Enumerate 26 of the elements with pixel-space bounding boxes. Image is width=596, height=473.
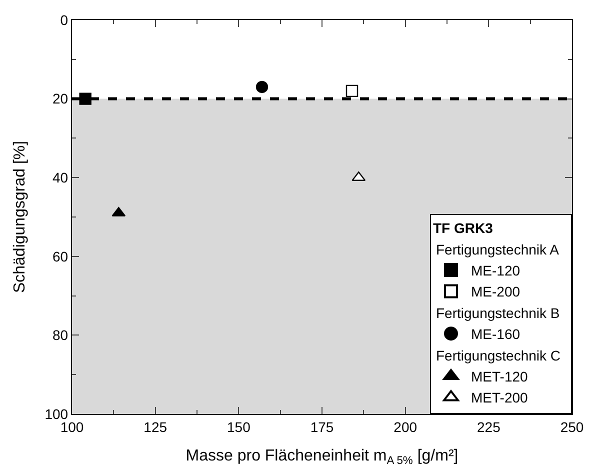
point (256, 80, 268, 94)
x-axis-title: Masse pro Flächeneinheit m$_{A 5%}$ [g/m²] (186, 448, 458, 467)
legend-label: MET-120 (471, 368, 528, 384)
x-tick-label: 250 (560, 418, 584, 435)
legend-label: MET-200 (471, 390, 528, 406)
legend-label: ME-120 (471, 262, 520, 278)
legend-title: TF GRK3 (433, 220, 494, 236)
y-tick-label: 20 (52, 90, 68, 107)
y-tick-label: 100 (44, 406, 68, 422)
y-tick-label: 0 (60, 12, 68, 28)
annotation: Fertigungstechnik A (436, 241, 560, 258)
legend-label: ME-200 (471, 284, 520, 300)
x-tick-label: 225 (476, 418, 501, 435)
point (346, 84, 358, 98)
y-axis-title: Schädigungsgrad [%] (12, 140, 29, 294)
annotation: Fertigungstechnik C (436, 347, 561, 364)
x-tick-label: 200 (394, 418, 418, 435)
x-tick-label: 125 (144, 418, 168, 435)
y-tick-label: 40 (52, 170, 68, 186)
legend-label: ME-160 (471, 326, 520, 342)
x-tick-label: 175 (310, 418, 334, 435)
y-tick-label: 60 (52, 248, 68, 264)
y-tick-label: 80 (52, 327, 68, 344)
point (79, 92, 92, 105)
x-tick-label: 150 (226, 418, 251, 435)
annotation: Fertigungstechnik B (436, 304, 560, 321)
